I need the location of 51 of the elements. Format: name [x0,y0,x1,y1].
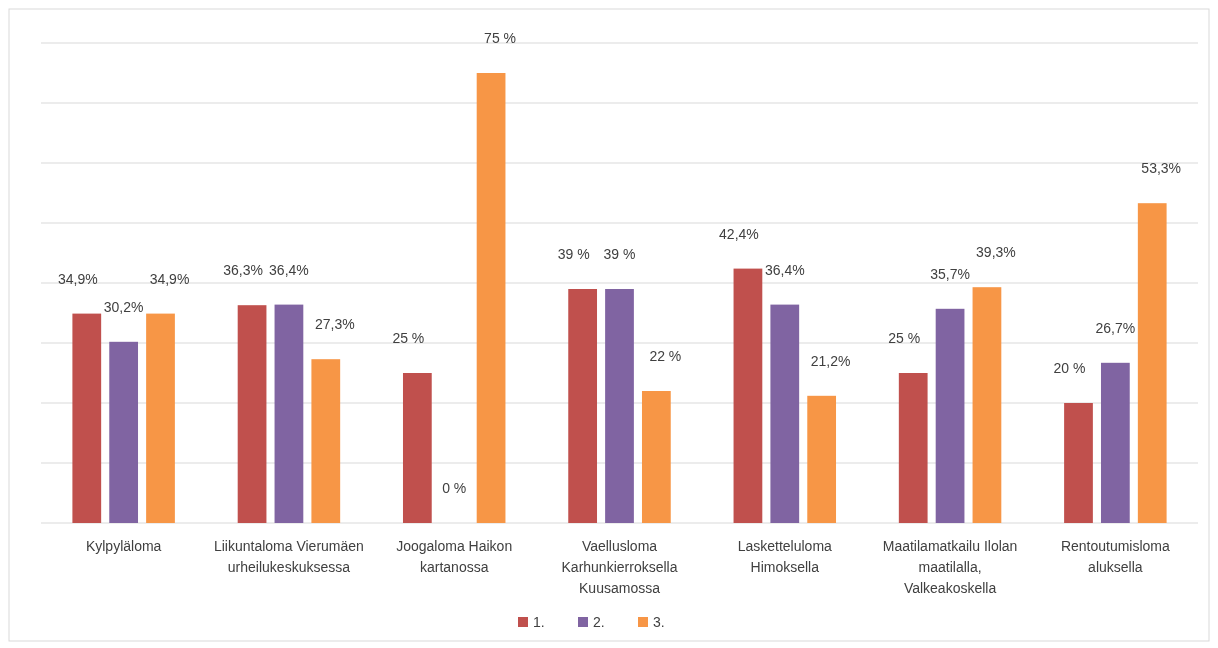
data-label: 22 % [649,348,682,364]
data-label: 36,4% [269,261,309,278]
data-label: 0 % [442,480,467,496]
data-label: 25 % [392,330,425,346]
bar [72,313,102,523]
data-label: 20 % [1053,360,1086,376]
data-label: 25 % [888,330,921,346]
legend-label: 1. [533,613,545,630]
data-label: 36,4% [764,261,805,278]
bar [237,305,267,523]
data-label: 39,3% [976,244,1016,261]
x-tick-label: Maatilamatkailu Ilolan maatilalla, Valkeakoskella [882,538,1018,596]
legend-label: 3. [653,613,665,630]
bar [972,287,1002,523]
bar [935,308,965,523]
bar [733,268,763,523]
data-label: 39 % [603,246,636,262]
bar [311,359,341,523]
bar [641,391,671,523]
legend-label: 2. [593,613,605,630]
data-label: 30,2% [103,298,144,315]
bar [898,373,928,523]
data-label: 27,3% [314,316,355,333]
data-label: 26,7% [1095,319,1136,336]
data-label: 75 % [484,30,517,46]
x-tick-label: Vaellusloma Karhunkierroksella Kuusamossa [561,538,678,596]
data-label: 39 % [557,246,590,262]
bar [1100,362,1130,523]
bar [274,304,304,523]
data-label: 36,3% [223,262,263,279]
bar [770,304,800,523]
x-tick-label: Joogaloma Haikon kartanossa [396,538,513,575]
data-label: 35,7% [930,265,970,282]
data-label: 53,3% [1141,160,1182,177]
x-tick-label: Kylpyläloma [85,538,162,554]
data-label: 34,9% [149,270,190,287]
bar [109,341,139,523]
bar [807,395,837,523]
bar [1064,403,1093,523]
bar [1137,203,1167,523]
data-label: 42,4% [719,225,759,242]
bar [402,373,432,523]
x-tick-label: Liikuntaloma Vierumäen urheilukeskuksessa [213,538,364,575]
bar [605,289,634,523]
data-label: 34,9% [57,270,98,287]
bar [476,73,506,523]
bar [146,313,175,523]
x-tick-label: Lasketteluloma Himoksella [737,538,833,575]
bar [568,289,598,523]
data-label: 21,2% [810,352,851,369]
x-tick-label: Rentoutumisloma aluksella [1060,538,1171,575]
